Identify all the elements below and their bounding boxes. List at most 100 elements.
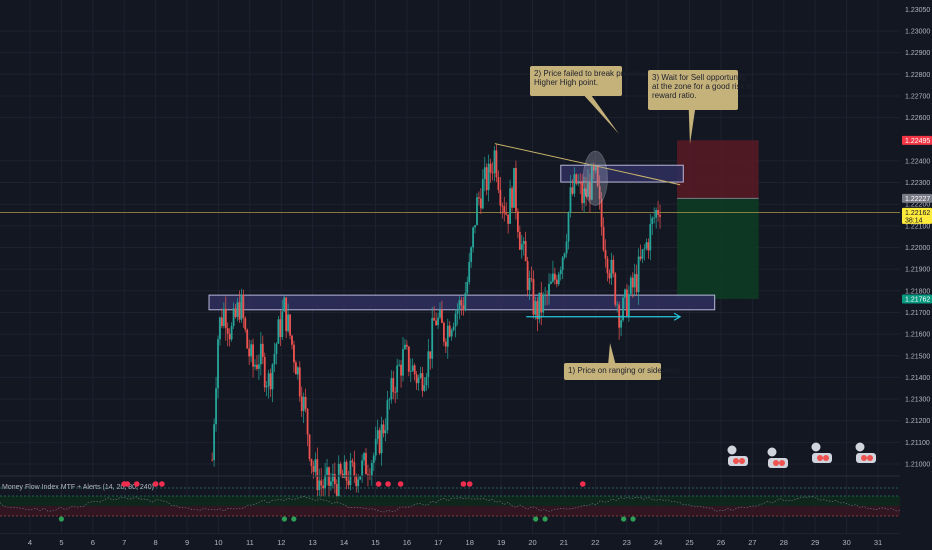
event-badge-dot xyxy=(867,455,873,461)
date-tick: 11 xyxy=(246,538,254,547)
candle-body xyxy=(316,459,319,491)
candle-body xyxy=(446,325,449,347)
date-tick: 15 xyxy=(371,538,379,547)
price-marker-label: 1.21762 xyxy=(905,297,930,304)
candle-body xyxy=(631,277,634,288)
candle-body xyxy=(388,399,391,401)
candle-body xyxy=(520,244,523,250)
price-tick: 1.22900 xyxy=(905,50,930,57)
candle-body xyxy=(589,181,591,200)
candle-body xyxy=(367,474,369,476)
candle-body xyxy=(386,400,389,431)
candle-body xyxy=(296,367,299,375)
note-1-callout: 1) Price on ranging or sideways. xyxy=(564,343,682,380)
candle-body xyxy=(468,262,471,282)
candle-body xyxy=(359,475,362,480)
candle-body xyxy=(374,438,377,456)
candle-body xyxy=(234,308,237,317)
date-tick: 25 xyxy=(685,538,693,547)
candle-body xyxy=(230,325,233,340)
candle-body xyxy=(643,248,646,250)
bull-signal-dot xyxy=(630,516,636,522)
candle-body xyxy=(534,301,537,315)
candle-body xyxy=(314,459,317,472)
candle-body xyxy=(439,310,441,318)
candle-body xyxy=(404,344,406,350)
candle-body xyxy=(485,167,488,191)
candle-body xyxy=(419,373,422,378)
bear-signal-dot xyxy=(385,481,391,487)
date-axis[interactable]: 4 5 6 7 8 9 10 11 12 13 14 15 16 17 18 19 20 21 22 23 24 25 26… xyxy=(0,534,932,550)
date-tick: 26 xyxy=(717,538,725,547)
candle-body xyxy=(357,479,360,487)
candle-body xyxy=(626,289,628,317)
bear-signal-dot xyxy=(460,481,467,487)
price-axis[interactable]: 1.23050 1.23000 1.22900 1.22800 1.22700 1.226… xyxy=(900,0,932,550)
candle-body xyxy=(587,181,589,197)
event-badges[interactable] xyxy=(726,441,876,468)
candle-body xyxy=(300,396,303,412)
candle-body xyxy=(629,277,632,294)
candle-body xyxy=(285,297,288,332)
oversold-band xyxy=(0,506,900,516)
candle-body xyxy=(283,297,286,312)
candle-body xyxy=(224,308,227,329)
event-badge-logo xyxy=(726,444,738,456)
date-tick: 28 xyxy=(780,538,788,547)
candle-body xyxy=(565,241,568,254)
candle-body xyxy=(409,371,412,372)
date-tick: 6 xyxy=(91,538,95,547)
candle-body xyxy=(236,302,239,317)
candle-body xyxy=(259,343,262,365)
candle-body xyxy=(287,314,290,332)
date-tick: 14 xyxy=(340,538,348,547)
event-badge-logo xyxy=(810,441,822,453)
annotation-layer: 2) Price failed to break previousHigher … xyxy=(494,66,754,380)
candle-body xyxy=(600,199,603,227)
candle-body xyxy=(413,365,416,375)
candle-body xyxy=(639,256,642,259)
price-marker-bg xyxy=(902,135,932,145)
candle-body xyxy=(610,259,613,279)
price-tick: 1.23050 xyxy=(905,7,930,14)
candle-body xyxy=(257,364,260,369)
candle-body xyxy=(637,256,640,293)
candle-body xyxy=(330,481,332,486)
note-2-callout: 2) Price failed to break previousHigher … xyxy=(530,66,647,134)
candle-body xyxy=(378,430,381,454)
candle-body xyxy=(298,367,301,397)
candle-body xyxy=(466,281,469,294)
candle-body xyxy=(394,391,397,393)
candle-body xyxy=(540,292,543,313)
candle-body xyxy=(248,348,251,357)
candle-body xyxy=(425,376,428,386)
candle-body xyxy=(320,480,323,486)
candle-body xyxy=(254,364,256,367)
candle-body xyxy=(398,364,400,366)
price-tick: 1.22800 xyxy=(905,72,930,79)
candle-body xyxy=(614,273,617,305)
candle-body xyxy=(269,373,272,390)
candle-body xyxy=(573,174,576,194)
candle-body xyxy=(616,304,619,306)
candlestick-series xyxy=(211,144,661,504)
candle-body xyxy=(659,214,661,217)
candle-body xyxy=(645,242,648,249)
candle-body xyxy=(267,373,270,387)
candle-body xyxy=(550,281,552,284)
date-tick: 9 xyxy=(185,538,189,547)
event-badge-logo xyxy=(766,446,778,458)
candle-body xyxy=(515,167,517,212)
candle-body xyxy=(411,365,414,372)
candle-body xyxy=(606,258,609,274)
price-tick: 1.22200 xyxy=(905,202,930,209)
candle-body xyxy=(226,328,229,334)
stop-loss-zone xyxy=(676,140,759,199)
candle-body xyxy=(384,430,387,434)
candle-body xyxy=(355,475,358,487)
candle-body xyxy=(380,424,383,454)
candle-body xyxy=(279,319,282,337)
overbought-band xyxy=(0,496,900,506)
candle-body xyxy=(256,364,258,369)
